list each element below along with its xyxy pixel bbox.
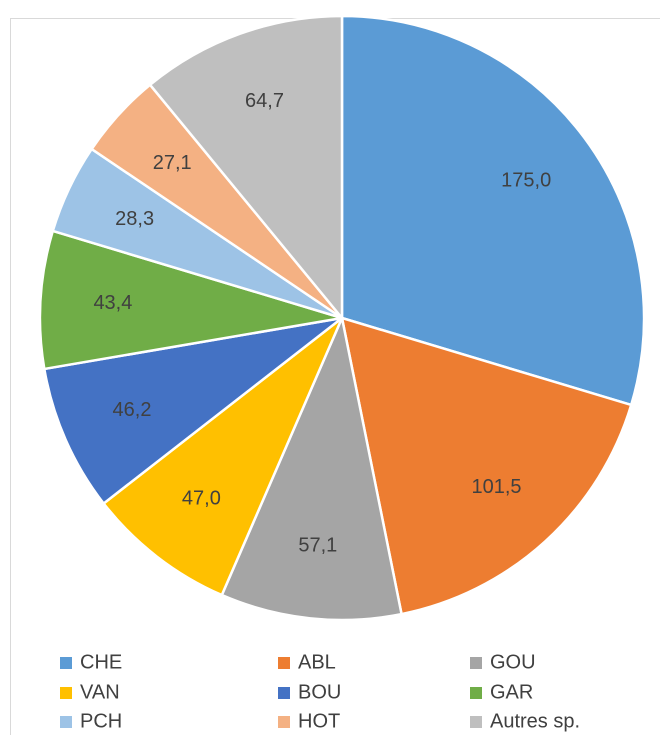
data-label: 43,4 (93, 292, 132, 314)
pie-slice (101, 317, 344, 597)
legend-swatch (470, 687, 482, 699)
legend-swatch (60, 687, 72, 699)
legend-swatch (278, 657, 290, 669)
legend-swatch (278, 716, 290, 728)
legend-label: PCH (80, 710, 122, 732)
data-label: 101,5 (472, 476, 522, 498)
pie-slice (38, 229, 343, 371)
data-label: 47,0 (182, 488, 221, 510)
data-label: 175,0 (501, 169, 551, 191)
data-label: 57,1 (298, 535, 337, 557)
pie-slice (340, 14, 646, 407)
data-label: 64,7 (245, 90, 284, 112)
legend-label: CHE (80, 651, 122, 673)
legend-swatch (278, 687, 290, 699)
legend-swatch (60, 716, 72, 728)
pie-slice (220, 313, 404, 622)
pie-slice (42, 316, 343, 506)
data-label: 28,3 (115, 208, 154, 230)
legend-label: VAN (80, 681, 120, 703)
pie-slice (148, 14, 344, 322)
legend-label: GAR (490, 681, 533, 703)
pie-slice (340, 316, 633, 616)
legend-swatch (470, 716, 482, 728)
legend-label: Autres sp. (490, 710, 580, 732)
legend-label: HOT (298, 710, 340, 732)
legend-swatch (470, 657, 482, 669)
legend-label: GOU (490, 651, 536, 673)
data-label: 27,1 (153, 152, 192, 174)
data-label: 46,2 (113, 399, 152, 421)
legend-swatch (60, 657, 72, 669)
legend-label: ABL (298, 651, 336, 673)
legend-label: BOU (298, 681, 341, 703)
